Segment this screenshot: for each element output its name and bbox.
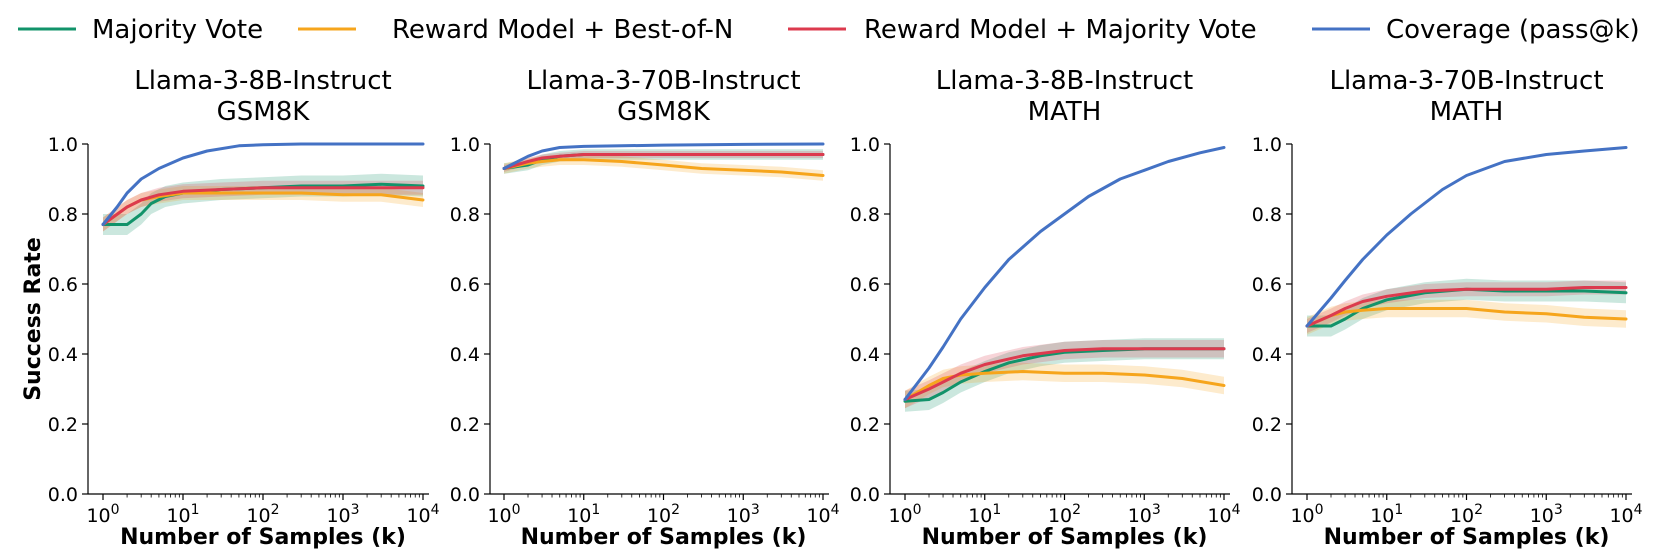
y-tick-label: 0.0 bbox=[850, 484, 880, 506]
x-axis-label: Number of Samples (k) bbox=[1324, 525, 1610, 550]
x-axis-label: Number of Samples (k) bbox=[922, 525, 1208, 550]
y-tick-label: 0.2 bbox=[48, 414, 78, 436]
x-tick-label: 103 bbox=[1530, 502, 1563, 527]
band-majority-vote bbox=[1307, 278, 1626, 337]
series-line-reward-model-majority-vote bbox=[101, 186, 425, 226]
legend-label: Majority Vote bbox=[92, 15, 263, 45]
y-tick-label: 0.6 bbox=[48, 274, 78, 296]
y-tick-label: 0.2 bbox=[450, 414, 480, 436]
series-line-majority-vote bbox=[1305, 287, 1628, 328]
x-tick-label: 101 bbox=[567, 502, 600, 527]
x-tick-label: 103 bbox=[326, 502, 359, 527]
series-line-reward-model-best-of-n bbox=[502, 158, 825, 177]
series-line-reward-model-best-of-n bbox=[1305, 307, 1628, 328]
y-tick-label: 0.4 bbox=[1252, 344, 1282, 366]
x-tick-label: 104 bbox=[1207, 502, 1240, 527]
legend-label: Reward Model + Best-of-N bbox=[392, 15, 733, 45]
x-tick-label: 100 bbox=[888, 502, 921, 527]
panel-title-line: Llama-3-8B-Instruct bbox=[936, 66, 1194, 96]
y-tick-label: 0.0 bbox=[450, 484, 480, 506]
x-axis-label: Number of Samples (k) bbox=[120, 525, 406, 550]
panels: Llama-3-8B-InstructGSM8K0.00.20.40.60.81… bbox=[21, 66, 1643, 550]
y-tick-label: 0.4 bbox=[48, 344, 78, 366]
y-tick-label: 0.0 bbox=[48, 484, 78, 506]
y-tick-label: 1.0 bbox=[450, 134, 480, 156]
x-tick-label: 103 bbox=[1128, 502, 1161, 527]
y-axis-label: Success Rate bbox=[21, 237, 46, 401]
panel-title-line: Llama-3-70B-Instruct bbox=[526, 66, 800, 96]
band-reward-model-best-of-n bbox=[103, 186, 423, 232]
y-tick-label: 0.4 bbox=[450, 344, 480, 366]
legend-item-majority-vote: Majority Vote bbox=[18, 15, 263, 45]
series-line-coverage-pass-k bbox=[101, 142, 425, 226]
band-reward-model-majority-vote bbox=[905, 340, 1224, 409]
legend-label: Reward Model + Majority Vote bbox=[864, 15, 1257, 45]
legend: Majority Vote Reward Model + Best-of-N Rew… bbox=[18, 15, 1640, 45]
band-reward-model-majority-vote bbox=[504, 151, 823, 172]
y-tick-label: 0.8 bbox=[1252, 204, 1282, 226]
x-axis-label: Number of Samples (k) bbox=[521, 525, 807, 550]
x-tick-label: 104 bbox=[1609, 502, 1642, 527]
series-line-coverage-pass-k bbox=[1305, 146, 1628, 328]
x-tick-label: 102 bbox=[246, 502, 279, 527]
legend-label: Coverage (pass@k) bbox=[1386, 15, 1640, 45]
x-tick-label: 101 bbox=[166, 502, 199, 527]
x-tick-label: 100 bbox=[86, 502, 119, 527]
y-tick-label: 0.0 bbox=[1252, 484, 1282, 506]
y-tick-label: 0.6 bbox=[850, 274, 880, 296]
y-tick-label: 0.4 bbox=[850, 344, 880, 366]
series-line-reward-model-majority-vote bbox=[502, 153, 825, 170]
y-tick-label: 1.0 bbox=[48, 134, 78, 156]
legend-item-coverage-pass-k: Coverage (pass@k) bbox=[1312, 15, 1640, 45]
legend-item-reward-model-best-of-n: Reward Model + Best-of-N bbox=[298, 15, 733, 45]
y-tick-label: 0.6 bbox=[1252, 274, 1282, 296]
panel-title-line: MATH bbox=[1430, 97, 1504, 127]
y-tick-label: 0.2 bbox=[1252, 414, 1282, 436]
panel-title-line: GSM8K bbox=[217, 97, 311, 127]
y-tick-label: 1.0 bbox=[850, 134, 880, 156]
y-tick-label: 0.8 bbox=[48, 204, 78, 226]
x-tick-label: 100 bbox=[1290, 502, 1323, 527]
legend-item-reward-model-majority-vote: Reward Model + Majority Vote bbox=[788, 15, 1257, 45]
y-tick-label: 0.8 bbox=[450, 204, 480, 226]
series-line-coverage-pass-k bbox=[903, 146, 1226, 401]
x-tick-label: 102 bbox=[1450, 502, 1483, 527]
y-tick-label: 1.0 bbox=[1252, 134, 1282, 156]
panel-title-line: Llama-3-70B-Instruct bbox=[1329, 66, 1603, 96]
y-tick-label: 0.8 bbox=[850, 204, 880, 226]
band-reward-model-majority-vote bbox=[1307, 280, 1626, 333]
x-tick-label: 101 bbox=[968, 502, 1001, 527]
series-line-coverage-pass-k bbox=[502, 142, 825, 170]
series-line-reward-model-best-of-n bbox=[903, 370, 1226, 401]
x-tick-label: 104 bbox=[806, 502, 839, 527]
series-line-reward-model-majority-vote bbox=[1305, 286, 1628, 328]
band-majority-vote bbox=[905, 338, 1224, 412]
x-tick-label: 100 bbox=[487, 502, 520, 527]
y-tick-label: 0.2 bbox=[850, 414, 880, 436]
x-tick-label: 103 bbox=[727, 502, 760, 527]
panel-title-line: Llama-3-8B-Instruct bbox=[134, 66, 392, 96]
x-tick-label: 102 bbox=[647, 502, 680, 527]
x-tick-label: 104 bbox=[406, 502, 439, 527]
panel-title-line: GSM8K bbox=[617, 97, 711, 127]
panel-title-line: MATH bbox=[1028, 97, 1102, 127]
x-tick-label: 102 bbox=[1048, 502, 1081, 527]
series-line-reward-model-majority-vote bbox=[903, 347, 1226, 401]
x-tick-label: 101 bbox=[1370, 502, 1403, 527]
y-tick-label: 0.6 bbox=[450, 274, 480, 296]
